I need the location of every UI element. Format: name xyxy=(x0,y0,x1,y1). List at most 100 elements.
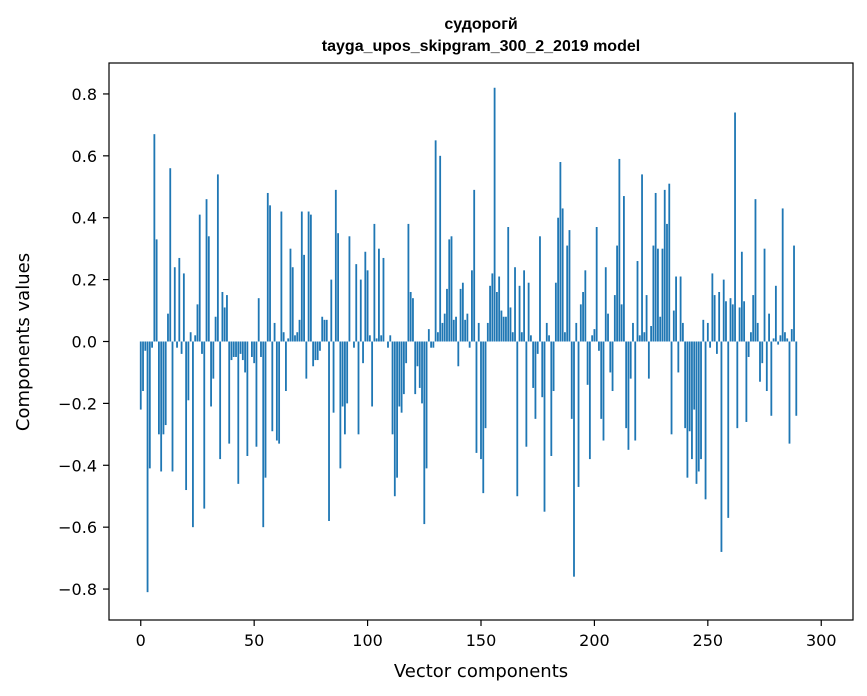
bar xyxy=(214,316,217,342)
y-tick-label: −0.8 xyxy=(58,580,97,599)
bar xyxy=(697,341,700,472)
bar xyxy=(241,341,244,361)
bar xyxy=(684,341,687,429)
bar xyxy=(602,341,605,441)
bar xyxy=(588,341,591,460)
bar xyxy=(307,211,310,342)
bar xyxy=(239,341,242,354)
bar xyxy=(443,313,446,342)
bar xyxy=(251,341,253,357)
bar xyxy=(634,341,637,441)
bar xyxy=(645,295,648,342)
bar xyxy=(722,279,725,342)
bar xyxy=(788,341,791,444)
bar xyxy=(604,267,607,342)
bar xyxy=(582,291,584,342)
bar xyxy=(296,332,299,342)
bar xyxy=(613,295,616,342)
bar xyxy=(230,341,233,361)
bar xyxy=(421,341,423,404)
bar xyxy=(754,199,757,342)
bar xyxy=(169,168,172,342)
bar xyxy=(278,341,281,444)
bar xyxy=(625,341,628,429)
bar xyxy=(366,270,369,342)
bar xyxy=(173,267,176,342)
bar xyxy=(620,304,623,342)
bar xyxy=(355,264,358,342)
bar xyxy=(400,341,403,413)
bar xyxy=(235,341,237,357)
bar xyxy=(550,341,553,456)
bar xyxy=(414,341,417,395)
x-tick-label: 0 xyxy=(136,631,146,650)
bar xyxy=(219,341,222,460)
bar xyxy=(330,279,333,342)
bar xyxy=(568,230,571,342)
bar xyxy=(198,214,201,342)
bar xyxy=(427,329,430,342)
bar xyxy=(564,332,566,342)
bar xyxy=(779,335,782,342)
bar xyxy=(482,341,485,494)
bar xyxy=(389,335,392,342)
bar xyxy=(405,341,408,364)
bar xyxy=(237,341,240,484)
bar xyxy=(325,319,328,342)
bar xyxy=(595,227,598,342)
bar xyxy=(740,251,743,342)
y-tick-label: 0.4 xyxy=(72,209,97,228)
y-tick-label: 0.8 xyxy=(72,85,97,104)
bar xyxy=(616,245,618,342)
bar xyxy=(223,307,226,342)
bar xyxy=(396,341,398,478)
bar xyxy=(448,239,451,342)
bar xyxy=(743,301,746,342)
bar xyxy=(586,341,589,385)
bar xyxy=(368,335,371,342)
bar xyxy=(362,341,364,364)
bar xyxy=(298,319,301,342)
bar xyxy=(518,285,521,342)
bar xyxy=(704,341,707,500)
bar xyxy=(339,341,342,469)
bar xyxy=(382,257,385,342)
bar xyxy=(232,341,235,357)
bar xyxy=(759,341,761,382)
bar xyxy=(532,341,535,388)
bar xyxy=(194,335,197,342)
bar xyxy=(491,273,494,342)
bar xyxy=(575,322,578,342)
bar xyxy=(484,341,487,429)
bar xyxy=(734,112,736,342)
bar xyxy=(543,341,546,512)
axes: 0 50 100 150 200 250 300 −0.8 −0.6 −0.4 −0.2 0.0 0.2… xyxy=(58,62,854,650)
bar xyxy=(706,322,709,342)
bar xyxy=(668,183,671,342)
bar xyxy=(155,239,158,342)
bar xyxy=(670,341,673,435)
bar xyxy=(525,341,528,447)
bar xyxy=(607,313,609,342)
bar xyxy=(164,341,167,426)
bar xyxy=(289,248,292,342)
bar xyxy=(500,310,503,342)
bar xyxy=(300,211,303,342)
bar xyxy=(373,223,376,342)
bar xyxy=(523,270,525,342)
bar xyxy=(280,211,283,342)
bar xyxy=(647,341,650,379)
bar xyxy=(530,335,532,342)
bar xyxy=(371,341,374,407)
bar xyxy=(192,341,194,528)
bar xyxy=(638,335,641,342)
bar xyxy=(593,329,596,342)
bar xyxy=(287,338,290,342)
bar xyxy=(527,282,530,342)
bar xyxy=(534,341,537,419)
bar-series xyxy=(139,87,798,593)
bar xyxy=(584,270,587,342)
chart-title: судорогй xyxy=(444,16,517,33)
bar xyxy=(752,295,755,342)
bar xyxy=(398,341,401,407)
